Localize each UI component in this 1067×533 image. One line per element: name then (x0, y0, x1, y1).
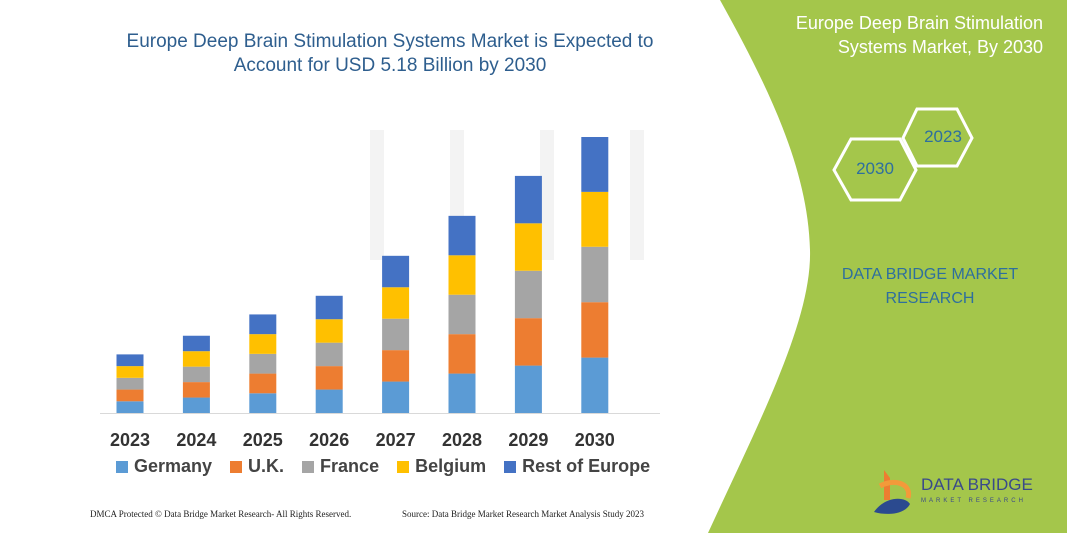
bar-segment-belgium-2028 (448, 255, 476, 295)
bar-segment-belgium-2023 (116, 366, 144, 378)
bar-segment-germany-2023 (116, 401, 144, 413)
green-side-panel (708, 0, 1067, 533)
bar-segment-germany-2030 (581, 357, 609, 413)
legend-swatch (230, 460, 243, 473)
legend-swatch (116, 460, 128, 473)
bar-segment-rest-of-europe-2026 (315, 295, 343, 320)
bar-segment-rest-of-europe-2027 (382, 255, 410, 288)
x-tick-label: 2028 (441, 430, 483, 450)
bar-segment-belgium-2024 (182, 351, 210, 367)
bar-segment-belgium-2030 (581, 191, 609, 247)
bar-segment-france-2025 (249, 353, 277, 374)
footer-source: Source: Data Bridge Market Research Mark… (402, 509, 644, 519)
bar-segment-germany-2029 (514, 365, 542, 413)
brand-text: DATA BRIDGE MARKET RESEARCH (841, 266, 1019, 307)
bar-segment-rest-of-europe-2025 (249, 314, 277, 335)
legend: Germany U.K. France Belgium Rest of Europe (116, 456, 650, 477)
bar-segment-germany-2027 (382, 381, 410, 413)
bar-segment-belgium-2025 (249, 334, 277, 354)
bar-segment-rest-of-europe-2030 (581, 137, 609, 192)
x-tick-label: 2025 (242, 430, 283, 450)
chart-title: Europe Deep Brain Stimulation Systems Ma… (126, 31, 654, 76)
bar-segment-france-2023 (116, 377, 144, 390)
logo-name: DATA BRIDGE (921, 475, 1033, 494)
footer-copyright: DMCA Protected © Data Bridge Market Rese… (90, 509, 352, 519)
legend-item: Germany (116, 456, 212, 477)
stacked-bar-chart (116, 137, 609, 413)
bar-segment-france-2028 (448, 294, 476, 335)
bar-segment-u-k--2025 (249, 373, 277, 394)
bar-segment-rest-of-europe-2029 (514, 175, 542, 224)
bar-segment-belgium-2027 (382, 287, 410, 319)
legend-item: Rest of Europe (504, 456, 650, 477)
hex-label-2023: 2023 (924, 127, 962, 146)
legend-label: Belgium (415, 456, 487, 476)
bar-segment-germany-2024 (182, 397, 210, 413)
bar-segment-france-2026 (315, 342, 343, 367)
bar-segment-belgium-2026 (315, 319, 343, 343)
bar-segment-u-k--2024 (182, 382, 210, 398)
bar-segment-rest-of-europe-2024 (182, 335, 210, 352)
legend-swatch (504, 460, 517, 473)
legend-item: U.K. (230, 456, 284, 477)
hexagon-2023 (901, 107, 974, 168)
bar-segment-u-k--2026 (315, 366, 343, 390)
x-tick-label: 2027 (375, 430, 416, 450)
bar-segment-belgium-2029 (514, 223, 542, 271)
legend-swatch (302, 460, 315, 473)
hex-label-2030: 2030 (856, 159, 894, 178)
x-tick-label: 2030 (574, 430, 615, 450)
x-tick-label: 2026 (309, 430, 350, 450)
x-tick-label: 2024 (176, 430, 217, 450)
legend-item: France (302, 456, 379, 477)
x-tick-label: 2029 (508, 430, 549, 450)
legend-label: France (320, 456, 380, 476)
side-panel-title: Europe Deep Brain Stimulation Systems Ma… (795, 13, 1043, 57)
bar-segment-u-k--2030 (581, 302, 609, 358)
logo-subtitle: MARKET RESEARCH (921, 498, 1026, 504)
hexagon-2030 (832, 137, 918, 202)
bar-segment-u-k--2029 (514, 318, 542, 366)
legend-label: Germany (134, 456, 213, 476)
x-tick-label: 2023 (109, 430, 151, 450)
bar-segment-u-k--2023 (116, 389, 144, 402)
legend-label: U.K. (248, 456, 285, 476)
bar-segment-germany-2026 (315, 389, 343, 413)
legend-label: Rest of Europe (522, 456, 651, 476)
bar-segment-u-k--2028 (448, 334, 476, 374)
bar-segment-germany-2028 (448, 373, 476, 413)
bar-segment-france-2024 (182, 366, 210, 383)
bar-segment-rest-of-europe-2023 (116, 354, 144, 367)
legend-item: Belgium (397, 456, 486, 477)
bar-segment-germany-2025 (249, 393, 277, 413)
bar-segment-france-2027 (382, 318, 410, 351)
bar-segment-france-2029 (514, 270, 542, 319)
bar-segment-france-2030 (581, 246, 609, 303)
logo-mark-icon (874, 470, 912, 514)
legend-swatch (397, 460, 410, 473)
bar-segment-rest-of-europe-2028 (448, 215, 476, 256)
bar-segment-u-k--2027 (382, 350, 410, 382)
